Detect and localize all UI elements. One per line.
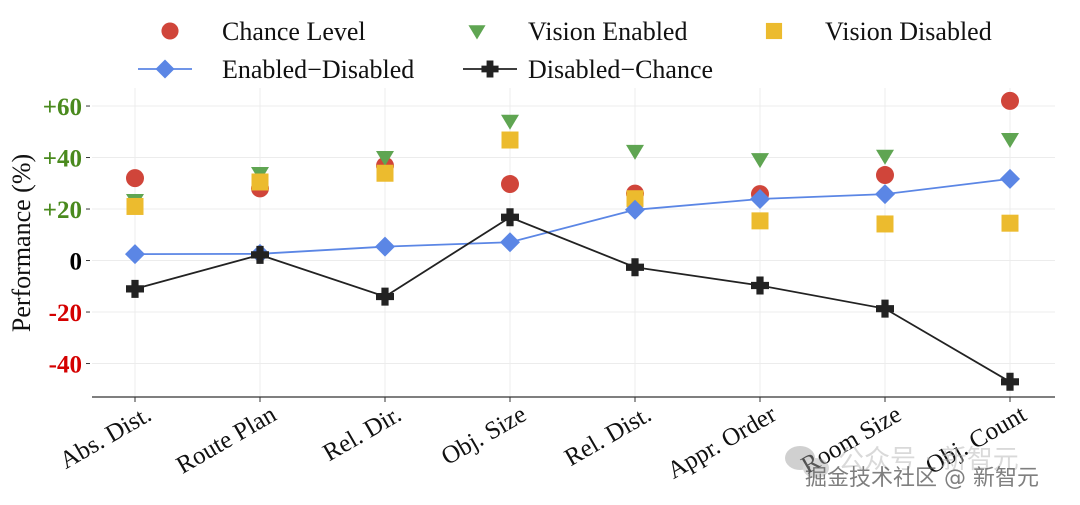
watermark: 公众号 · 新智元 掘金技术社区 @ 新智元	[785, 445, 1039, 491]
legend-marker-triangle-down-icon	[468, 25, 486, 40]
data-point	[126, 279, 144, 298]
x-tick-label: Rel. Dist.	[560, 401, 656, 472]
data-point	[751, 276, 769, 295]
legend-item: Enabled−Disabled	[138, 55, 414, 84]
x-tick-label: Rel. Dir.	[319, 401, 406, 467]
data-point	[751, 153, 769, 169]
x-tick-label: Appr. Order	[663, 400, 782, 484]
data-point	[750, 188, 770, 209]
series-vision-disabled	[126, 131, 1019, 233]
legend-item: Chance Level	[161, 17, 366, 46]
y-tick-label: +40	[43, 146, 82, 173]
series-disabled-chance	[126, 208, 1019, 391]
legend-label: Disabled−Chance	[528, 55, 713, 84]
data-point	[875, 184, 895, 205]
watermark-line1: 公众号 · 新智元	[838, 445, 1019, 475]
data-point	[625, 199, 645, 220]
series-vision-enabled	[126, 114, 1019, 210]
data-point	[1001, 91, 1019, 110]
series-line	[134, 178, 1011, 255]
data-point	[376, 151, 394, 167]
data-point	[626, 190, 644, 208]
data-point	[126, 169, 144, 188]
y-axis-label: Performance (%)	[7, 154, 36, 332]
data-point	[251, 173, 269, 191]
data-point	[501, 175, 519, 194]
x-tick-label: Route Plan	[172, 401, 282, 480]
series-layer	[125, 91, 1020, 391]
data-point	[626, 258, 644, 277]
data-point	[751, 212, 769, 230]
data-point	[876, 215, 894, 233]
data-point	[251, 245, 269, 264]
series-line	[134, 216, 1011, 383]
legend-label: Enabled−Disabled	[222, 55, 414, 84]
x-tick-label: Obj. Size	[437, 401, 531, 471]
series-enabled-disabled	[125, 168, 1020, 265]
watermark-line2: 掘金技术社区 @ 新智元	[805, 466, 1039, 491]
y-tick-labels: +60 +40 +20 0 -20 -40	[43, 94, 83, 379]
legend-item: Vision Enabled	[468, 17, 687, 46]
data-point	[1001, 372, 1019, 391]
data-point	[376, 164, 394, 182]
y-tick-label: -20	[49, 300, 82, 327]
data-point	[876, 299, 894, 318]
data-point	[501, 114, 519, 130]
data-point	[375, 236, 395, 257]
data-point	[125, 244, 145, 265]
data-point	[376, 287, 394, 306]
legend-marker-diamond-icon	[155, 59, 175, 79]
legend-item: Disabled−Chance	[463, 55, 713, 84]
legend: Chance Level Vision Enabled Vision Disable…	[138, 17, 992, 84]
y-tick-label: +20	[43, 197, 82, 224]
legend-marker-circle-icon	[161, 22, 179, 40]
data-point	[1001, 132, 1019, 148]
legend-marker-plus-icon	[481, 60, 499, 78]
y-tick-label: +60	[43, 94, 82, 121]
grid	[92, 88, 1055, 397]
y-tick-label: 0	[70, 249, 83, 276]
data-point	[501, 131, 519, 149]
wechat-icon	[785, 446, 829, 478]
data-point	[126, 197, 144, 215]
legend-label: Chance Level	[222, 17, 366, 46]
data-point	[876, 166, 894, 185]
data-point	[626, 144, 644, 160]
y-tick-label: -40	[49, 352, 82, 379]
data-point	[501, 208, 519, 227]
data-point	[1001, 214, 1019, 232]
x-tick-label: Abs. Dist.	[55, 401, 156, 475]
legend-marker-square-icon	[765, 22, 783, 40]
data-point	[500, 232, 520, 253]
data-point	[1000, 168, 1020, 189]
axes	[86, 105, 1055, 402]
legend-label: Vision Disabled	[825, 17, 992, 46]
legend-label: Vision Enabled	[528, 17, 687, 46]
data-point	[876, 149, 894, 165]
legend-item: Vision Disabled	[765, 17, 992, 46]
